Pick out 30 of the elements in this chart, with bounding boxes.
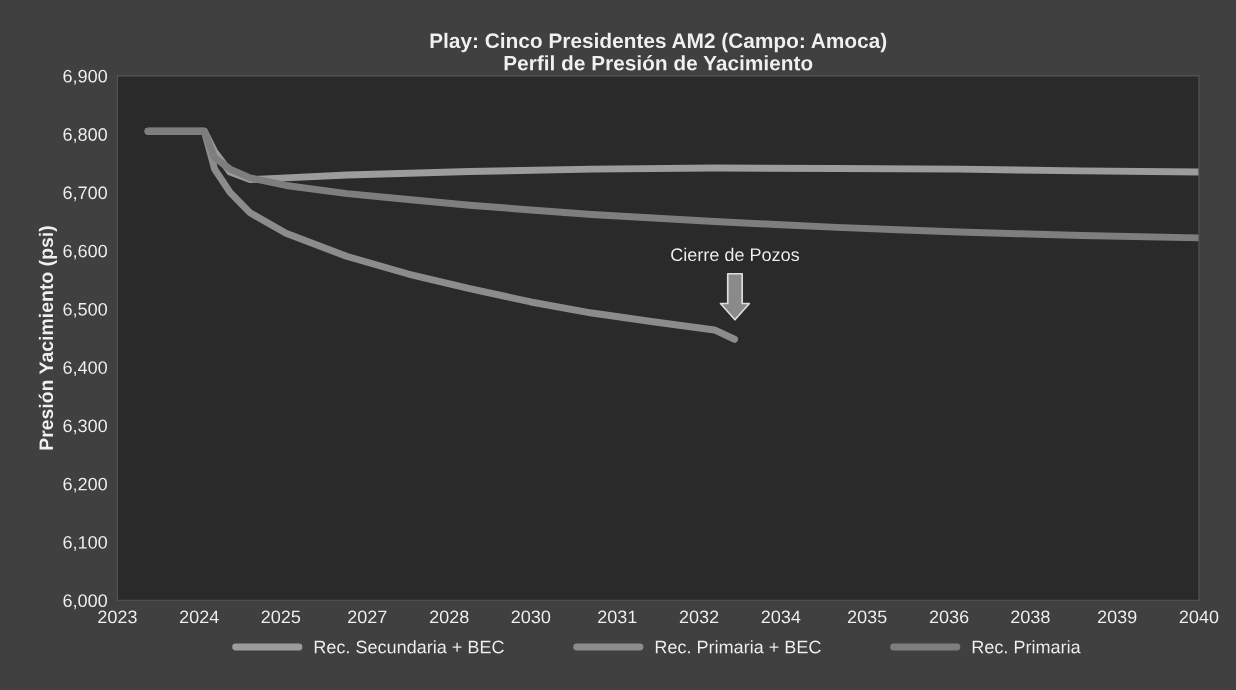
x-tick-label: 2040 <box>1179 610 1219 624</box>
x-tick-label: 2036 <box>929 610 969 624</box>
y-tick-label: 6,100 <box>63 535 107 551</box>
x-tick-label: 2027 <box>348 610 387 624</box>
x-tick-label: 2034 <box>761 610 801 624</box>
x-tick-label: 2032 <box>679 610 719 624</box>
y-tick-label: 6,800 <box>63 128 107 144</box>
y-tick-label: 6,600 <box>63 244 107 260</box>
x-tick-label: 2023 <box>98 610 137 624</box>
y-tick-label: 6,400 <box>63 361 107 377</box>
legend-label: Rec. Primaria <box>972 640 1081 654</box>
x-tick-label: 2038 <box>1011 610 1050 624</box>
legend-label: Rec. Primaria + BEC <box>655 640 821 654</box>
y-tick-label: 6,900 <box>63 69 107 85</box>
x-tick-label: 2024 <box>180 610 219 624</box>
y-tick-label: 6,300 <box>63 419 107 435</box>
x-tick-label: 2030 <box>511 610 551 624</box>
legend-label: Rec. Secundaria + BEC <box>314 640 504 654</box>
y-tick-label: 6,700 <box>63 186 107 202</box>
x-tick-label: 2035 <box>847 610 887 624</box>
x-tick-label: 2031 <box>598 610 637 624</box>
annotation: Cierre de Pozos <box>671 247 800 262</box>
x-tick-label: 2028 <box>430 610 469 624</box>
y-tick-label: 6,000 <box>63 594 107 610</box>
chart-title: Play: Cinco Presidentes AM2 (Campo: Amoca) Perfil de Presión de Yacimiento <box>430 32 887 71</box>
y-axis-title: Presión Yacimiento (psi) <box>38 226 57 450</box>
y-tick-label: 6,500 <box>63 302 107 318</box>
y-tick-label: 6,200 <box>63 477 107 493</box>
x-tick-label: 2025 <box>261 610 301 624</box>
x-tick-label: 2039 <box>1097 610 1137 624</box>
